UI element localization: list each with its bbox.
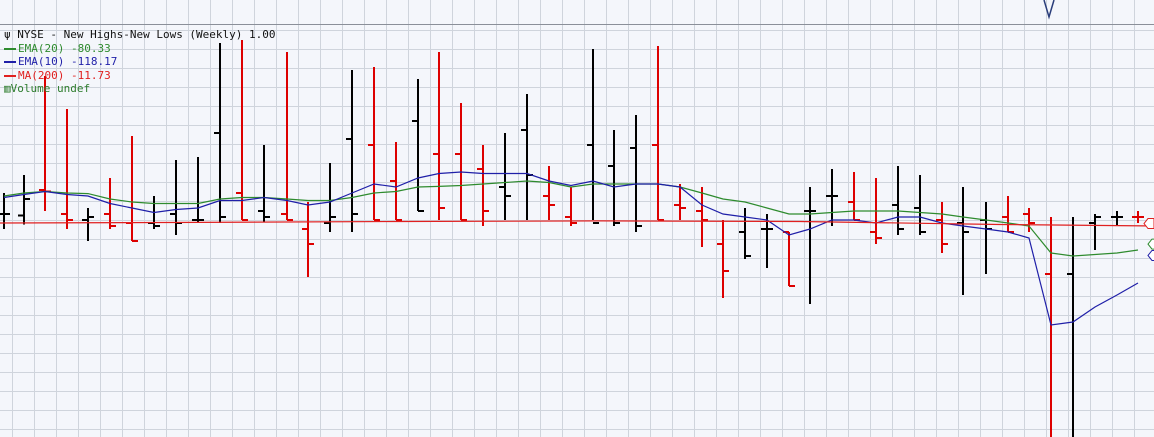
ema20-line <box>3 180 1139 257</box>
legend-ma200: MA(200) -11.73 <box>4 69 276 83</box>
ohlc-bar <box>936 202 948 253</box>
ohlc-bar <box>1089 214 1101 250</box>
ohlc-bar <box>543 166 555 220</box>
last-value-marker-icon <box>1147 249 1154 261</box>
last-value-marker-icon <box>1143 218 1154 230</box>
volume-label: Volume undef <box>10 82 91 95</box>
ma200-label: MA(200) -11.73 <box>18 68 111 82</box>
ohlc-bar <box>1132 211 1144 223</box>
ohlc-bar <box>1067 217 1074 437</box>
ohlc-bar <box>957 187 969 295</box>
ohlc-bar <box>324 163 336 232</box>
chart-legend: ψ NYSE - New Highs-New Lows (Weekly) 1.0… <box>4 28 276 96</box>
legend-ema10: EMA(10) -118.17 <box>4 55 276 69</box>
ohlc-bar <box>258 145 270 222</box>
ohlc-bar <box>630 115 642 232</box>
ohlc-bar <box>214 43 226 223</box>
upper-panel <box>0 0 1154 24</box>
ohlc-bar <box>390 142 402 221</box>
ma200-line <box>0 220 1154 227</box>
ohlc-bar <box>412 79 424 212</box>
ohlc-bar <box>368 67 380 221</box>
ohlc-bar <box>477 145 489 226</box>
ohlc-bar <box>61 109 73 229</box>
ema10-label: EMA(10) -118.17 <box>18 55 118 68</box>
ema20-label: EMA(20) -80.33 <box>18 41 111 55</box>
ohlc-bar <box>804 187 816 304</box>
ohlc-bar <box>696 187 708 247</box>
ohlc-bar <box>1023 208 1035 232</box>
ohlc-bar <box>455 103 467 221</box>
indicator-icon: ψ <box>4 28 11 41</box>
ohlc-bar <box>82 208 94 241</box>
ohlc-bar <box>565 187 577 226</box>
ohlc-bar <box>1111 211 1123 226</box>
ma200-swatch-icon <box>4 74 16 77</box>
ohlc-bar <box>192 157 204 223</box>
ohlc-bar <box>652 46 664 221</box>
legend-title-row: ψ NYSE - New Highs-New Lows (Weekly) 1.0… <box>4 28 276 42</box>
legend-ema20: EMA(20) -80.33 <box>4 42 276 56</box>
ohlc-bar <box>717 220 729 298</box>
ohlc-bar <box>674 184 686 220</box>
ohlc-bar <box>499 133 511 220</box>
ohlc-bar <box>914 175 926 235</box>
ohlc-bar <box>761 214 773 268</box>
ohlc-bar <box>587 49 599 224</box>
ohlc-bar <box>346 70 358 232</box>
ohlc-bar <box>608 130 620 226</box>
chart-title: NYSE - New Highs-New Lows (Weekly) 1.00 <box>17 28 276 41</box>
ema10-swatch-icon <box>4 61 16 63</box>
ohlc-bar <box>281 52 293 221</box>
ohlc-bar <box>1045 217 1052 437</box>
ohlc-bar <box>236 40 248 221</box>
last-value-marker-icon <box>1147 238 1154 250</box>
legend-volume: ▥Volume undef <box>4 82 276 96</box>
ohlc-bar <box>18 175 30 225</box>
volume-bars-icon: ▥ <box>4 82 11 95</box>
ohlc-bar <box>826 169 838 226</box>
ema20-swatch-icon <box>4 47 16 50</box>
ohlc-bar <box>302 202 314 277</box>
ohlc-bar <box>433 52 445 220</box>
upper-panel-line <box>1043 0 1055 20</box>
